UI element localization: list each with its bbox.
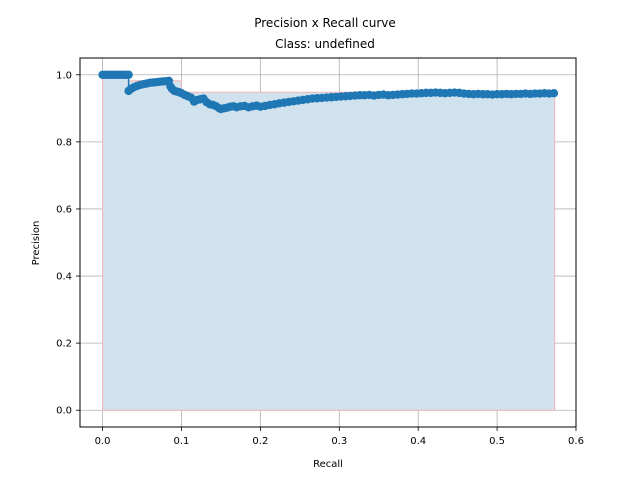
curve-point (549, 89, 559, 98)
x-tick-label: 0.1 (174, 436, 190, 447)
y-tick-label: 0.2 (56, 339, 72, 350)
interpolated-area (102, 74, 556, 411)
x-axis-ticks: 0.0 0.1 0.2 0.3 0.4 0.5 0.6 (95, 427, 584, 447)
x-tick-label: 0.2 (252, 436, 268, 447)
x-tick-label: 0.0 (95, 436, 111, 447)
y-tick-label: 0.6 (56, 204, 72, 215)
x-axis-title: Recall (313, 459, 343, 470)
plot-frame (79, 57, 577, 428)
x-tick-label: 0.4 (410, 436, 426, 447)
x-tick-label: 0.3 (331, 436, 347, 447)
y-tick-label: 0.0 (56, 406, 72, 417)
chart-subtitle: Class: undefined (275, 37, 375, 51)
curve-points (98, 70, 559, 114)
y-axis-title: Precision (31, 221, 42, 266)
y-tick-label: 0.8 (56, 137, 72, 148)
interpolated-area-fill (102, 74, 556, 411)
x-tick-label: 0.5 (489, 436, 505, 447)
curve-point (124, 70, 133, 79)
plot-area (79, 57, 577, 428)
x-tick-label: 0.6 (568, 436, 584, 447)
y-tick-label: 1.0 (56, 70, 72, 81)
y-axis-ticks: 0.0 0.2 0.4 0.6 0.8 1.0 (56, 70, 80, 417)
chart-title: Precision x Recall curve (254, 16, 396, 30)
y-tick-label: 0.4 (56, 272, 72, 283)
